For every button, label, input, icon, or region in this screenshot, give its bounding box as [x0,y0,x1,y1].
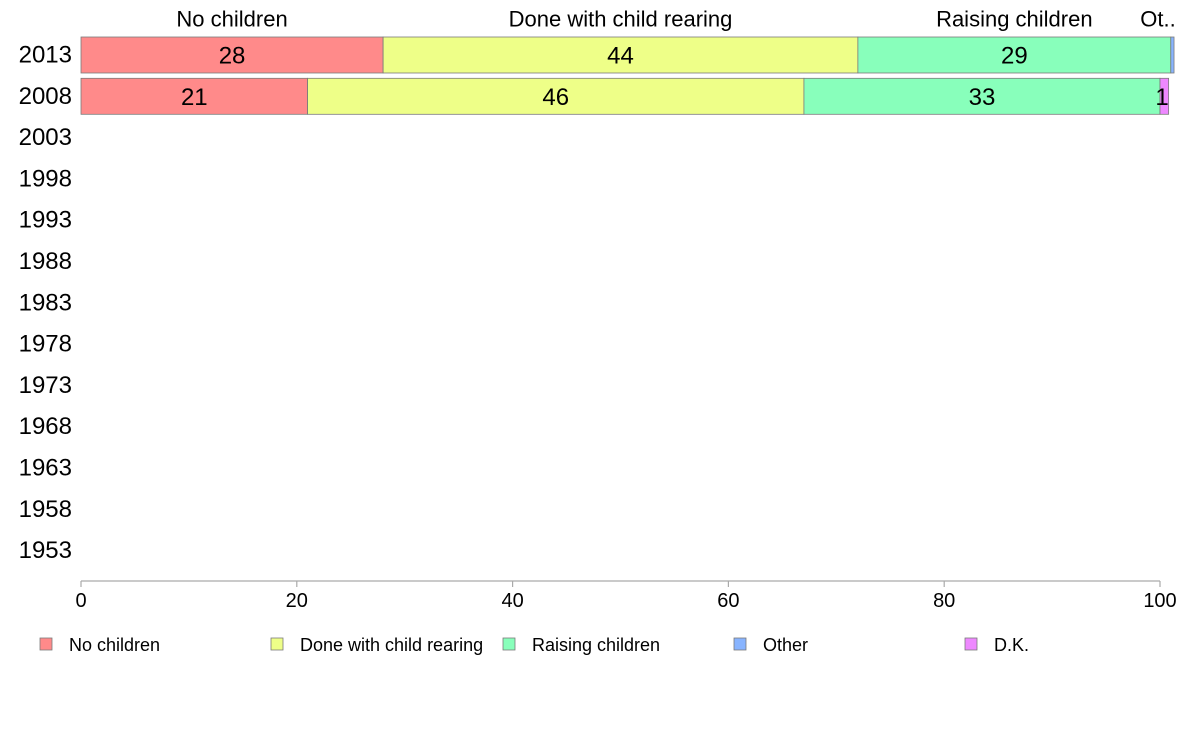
top-category-label: Ot.. [1140,7,1175,32]
year-labels: 2013 2008 2003 1998 1993 1988 1983 1978 1973 1968… [19,42,72,565]
data-label: 28 [219,43,246,70]
x-tick-label: 100 [1143,590,1176,612]
legend-label: No children [69,635,160,655]
year-label: 1963 [19,455,72,482]
bar-segment [80,77,308,115]
year-label: 1973 [19,372,72,399]
legend-swatch [964,637,978,651]
year-label: 1983 [19,289,72,316]
x-tick-label: 0 [75,590,86,612]
year-label: 1998 [19,165,72,192]
legend-label: Raising children [532,635,660,655]
legend-label: Other [763,635,808,655]
data-label: 21 [181,84,208,111]
bar-segment [1170,36,1175,74]
year-label: 2013 [19,42,72,69]
x-tick-label: 60 [717,590,739,612]
x-axis: 0 20 40 60 80 100 [75,580,1177,612]
data-label: 33 [969,84,996,111]
data-label: 29 [1001,43,1028,70]
year-label: 2008 [19,83,72,110]
legend-label: Done with child rearing [300,635,483,655]
bars-group: 28 44 29 21 46 33 1 [80,36,1175,115]
data-label: 46 [542,84,569,111]
year-label: 1988 [19,248,72,275]
legend-swatch [733,637,747,651]
top-category-labels: No children Done with child rearing Raisin… [176,7,1175,32]
legend-swatch [502,637,516,651]
x-tick-label: 20 [286,590,308,612]
year-label: 1993 [19,207,72,234]
bar-segment [803,77,1161,115]
bar-segment [857,36,1172,74]
x-tick-label: 80 [933,590,955,612]
year-label: 1968 [19,413,72,440]
year-label: 1958 [19,496,72,523]
year-label: 2003 [19,124,72,151]
data-label: 1 [1155,84,1168,111]
data-label: 44 [607,43,634,70]
legend: No children Done with child rearing Raisin… [39,635,1029,655]
bar-segment [382,36,859,74]
year-label: 1978 [19,331,72,358]
legend-swatch [39,637,53,651]
legend-label: D.K. [994,635,1029,655]
legend-swatch [270,637,284,651]
bar-segment [307,77,805,115]
year-label: 1953 [19,537,72,564]
bar-segment [80,36,384,74]
top-category-label: Raising children [936,7,1093,32]
x-tick-label: 40 [501,590,523,612]
bar-segment [1159,77,1170,115]
top-category-label: Done with child rearing [509,7,733,32]
top-category-label: No children [176,7,287,32]
